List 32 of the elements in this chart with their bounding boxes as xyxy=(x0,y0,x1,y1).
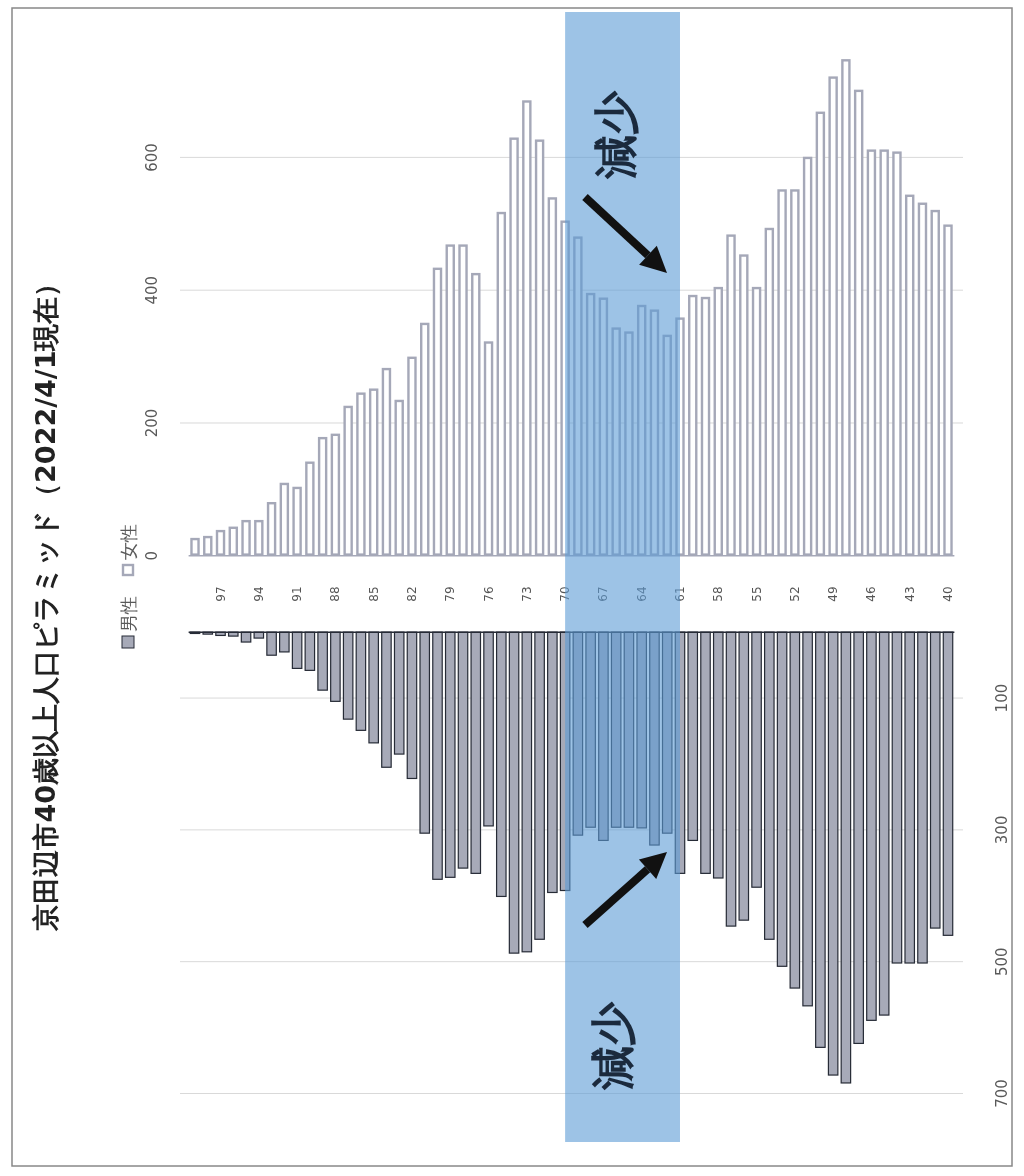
legend-label: 男性 xyxy=(117,596,139,632)
x-tick-label: 61 xyxy=(672,586,687,602)
x-tick-label: 52 xyxy=(787,586,802,602)
x-tick-label: 91 xyxy=(290,586,305,602)
x-tick-label: 64 xyxy=(634,586,649,602)
x-tick-label: 82 xyxy=(404,586,419,602)
x-tick-label: 97 xyxy=(213,586,228,602)
y-tick-label: 200 xyxy=(143,408,161,438)
x-tick-label: 43 xyxy=(902,586,917,602)
x-tick-label: 85 xyxy=(366,586,381,602)
x-tick-label: 67 xyxy=(596,586,611,602)
y2-tick-label: 700 xyxy=(993,1079,1011,1108)
y-tick-label: 600 xyxy=(143,143,161,172)
x-tick-label: 94 xyxy=(251,586,266,602)
x-tick-label: 76 xyxy=(481,586,496,602)
y2-tick-label: 300 xyxy=(993,815,1011,845)
x-tick-label: 58 xyxy=(711,586,726,602)
y2-tick-label: 500 xyxy=(993,947,1011,977)
x-tick-label: 55 xyxy=(749,586,764,602)
y-tick-label: 0 xyxy=(143,551,161,561)
text: 京田辺市40歳以上人口ピラミッド（2022/4/1現在） xyxy=(29,269,61,932)
x-tick-label: 49 xyxy=(826,586,841,602)
x-tick-label: 46 xyxy=(864,586,879,602)
annotation: 減少 xyxy=(589,90,641,180)
annotation: 減少 xyxy=(586,1001,638,1091)
y-tick-label: 400 xyxy=(143,275,161,305)
x-tick-label: 79 xyxy=(443,586,458,602)
x-tick-label: 40 xyxy=(941,586,955,602)
x-tick-label: 88 xyxy=(328,586,343,602)
y2-tick-label: 100 xyxy=(993,683,1011,713)
x-tick-label: 73 xyxy=(519,586,534,602)
x-tick-label: 70 xyxy=(558,586,573,602)
